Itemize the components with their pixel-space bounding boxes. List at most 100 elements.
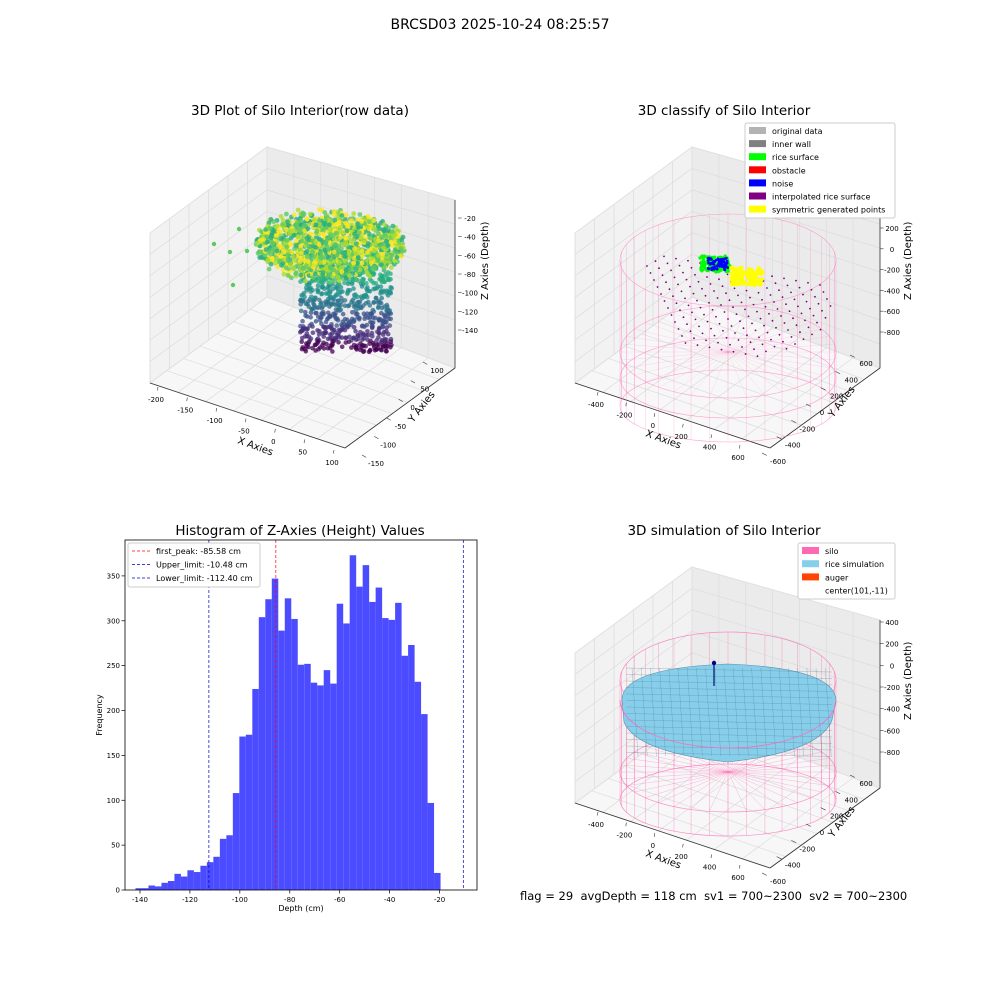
raw-point [347, 334, 352, 340]
raw-point [358, 294, 364, 300]
sim-z-tick-label: 200 [885, 641, 898, 649]
raw-point [388, 285, 394, 290]
raw-point [385, 331, 391, 337]
sim-x-tick-mark [739, 864, 741, 869]
sim-x-tick-label: 400 [703, 863, 716, 871]
raw-point [374, 347, 380, 352]
raw-point [351, 286, 356, 291]
raw-data-3d-axes [148, 146, 457, 449]
raw-point [325, 324, 331, 330]
raw-point [309, 294, 314, 300]
raw-point [357, 315, 362, 321]
raw-point [300, 326, 306, 332]
raw-point [361, 332, 367, 338]
raw-point [320, 343, 325, 348]
raw-point [378, 289, 384, 294]
raw-point [385, 344, 390, 349]
raw-point [339, 322, 344, 328]
raw-point [376, 330, 382, 336]
raw-point [319, 277, 325, 283]
raw-point [351, 335, 356, 341]
raw-point [379, 310, 384, 316]
raw-point [330, 286, 336, 292]
raw-point [335, 298, 341, 304]
simulation-z-axis-label: Z Axies (Depth) [903, 642, 914, 720]
raw-point [384, 291, 390, 296]
raw-data-point-cloud [211, 206, 407, 355]
raw-point [315, 283, 321, 289]
simulation-legend-swatch [802, 573, 819, 581]
raw-point [315, 339, 321, 344]
raw-point [319, 311, 324, 316]
raw-point [338, 307, 344, 313]
raw-point [370, 315, 376, 321]
raw-point [383, 252, 389, 257]
raw-point [268, 251, 274, 257]
raw-point [298, 308, 304, 314]
sim-y-tick-label: -600 [770, 878, 786, 886]
sim-y-tick-label: 600 [859, 780, 872, 788]
raw-point [344, 317, 350, 323]
raw-point [367, 289, 373, 294]
sim-x-tick-mark [682, 843, 684, 848]
grid-line [183, 358, 377, 426]
raw-point [376, 304, 381, 309]
raw-point [303, 349, 309, 354]
raw-point [345, 281, 351, 287]
raw-point [358, 305, 364, 310]
raw-point [298, 301, 304, 307]
panel2-title: 3D classify of Silo Interior [637, 103, 811, 119]
raw-point [335, 318, 341, 323]
raw-point [299, 346, 305, 352]
raw-point [306, 304, 312, 309]
raw-point [308, 310, 314, 316]
raw-point [347, 288, 353, 293]
raw-point [378, 284, 384, 290]
grid-line [149, 189, 268, 277]
status-footer: flag = 29 avgDepth = 118 cm sv1 = 700~23… [520, 889, 907, 903]
raw-point [342, 280, 347, 286]
raw-point [331, 301, 336, 306]
raw-point [339, 344, 345, 350]
raw-point [295, 207, 301, 213]
raw-point [373, 295, 379, 301]
raw-point [385, 270, 391, 275]
raw-point [382, 222, 387, 227]
raw-point [330, 327, 335, 333]
simulation-legend-label: auger [825, 573, 849, 582]
raw-point [299, 339, 305, 345]
raw-point [330, 349, 335, 354]
sv1-value: sv1 = 700~2300 [704, 889, 802, 903]
raw-point [303, 309, 308, 315]
raw-point [369, 278, 375, 284]
raw-point [343, 340, 349, 345]
raw-point [278, 214, 284, 219]
raw-point [376, 318, 382, 323]
sim-z-tick-label: 0 [890, 662, 894, 670]
raw-point [304, 334, 310, 339]
raw-point [308, 289, 314, 294]
simulation-legend: silo rice simulation auger center(101,-11) [797, 542, 896, 600]
raw-point [343, 335, 348, 341]
raw-point [312, 295, 318, 301]
raw-point [299, 335, 305, 341]
raw-point [313, 310, 318, 316]
raw-point [320, 304, 326, 310]
raw-point [328, 314, 333, 319]
sim-z-tick-label: -800 [884, 749, 900, 757]
raw-point [359, 324, 365, 329]
raw-point [309, 321, 314, 327]
raw-point [303, 301, 309, 307]
raw-point [357, 212, 363, 217]
sim-x-tick-label: 600 [731, 874, 744, 882]
raw-point [336, 289, 341, 295]
raw-point [365, 337, 370, 343]
sim-x-tick-mark [710, 854, 712, 859]
raw-point [384, 325, 390, 330]
raw-point [366, 349, 372, 355]
raw-point [343, 212, 349, 218]
simulation-z-ticks: 400 200 0 -200 -400 -600 -800 [880, 619, 900, 757]
panel3-title: Histogram of Z-Axies (Height) Values [175, 523, 425, 539]
raw-point [364, 322, 370, 328]
sim-x-tick-label: -200 [616, 832, 632, 840]
